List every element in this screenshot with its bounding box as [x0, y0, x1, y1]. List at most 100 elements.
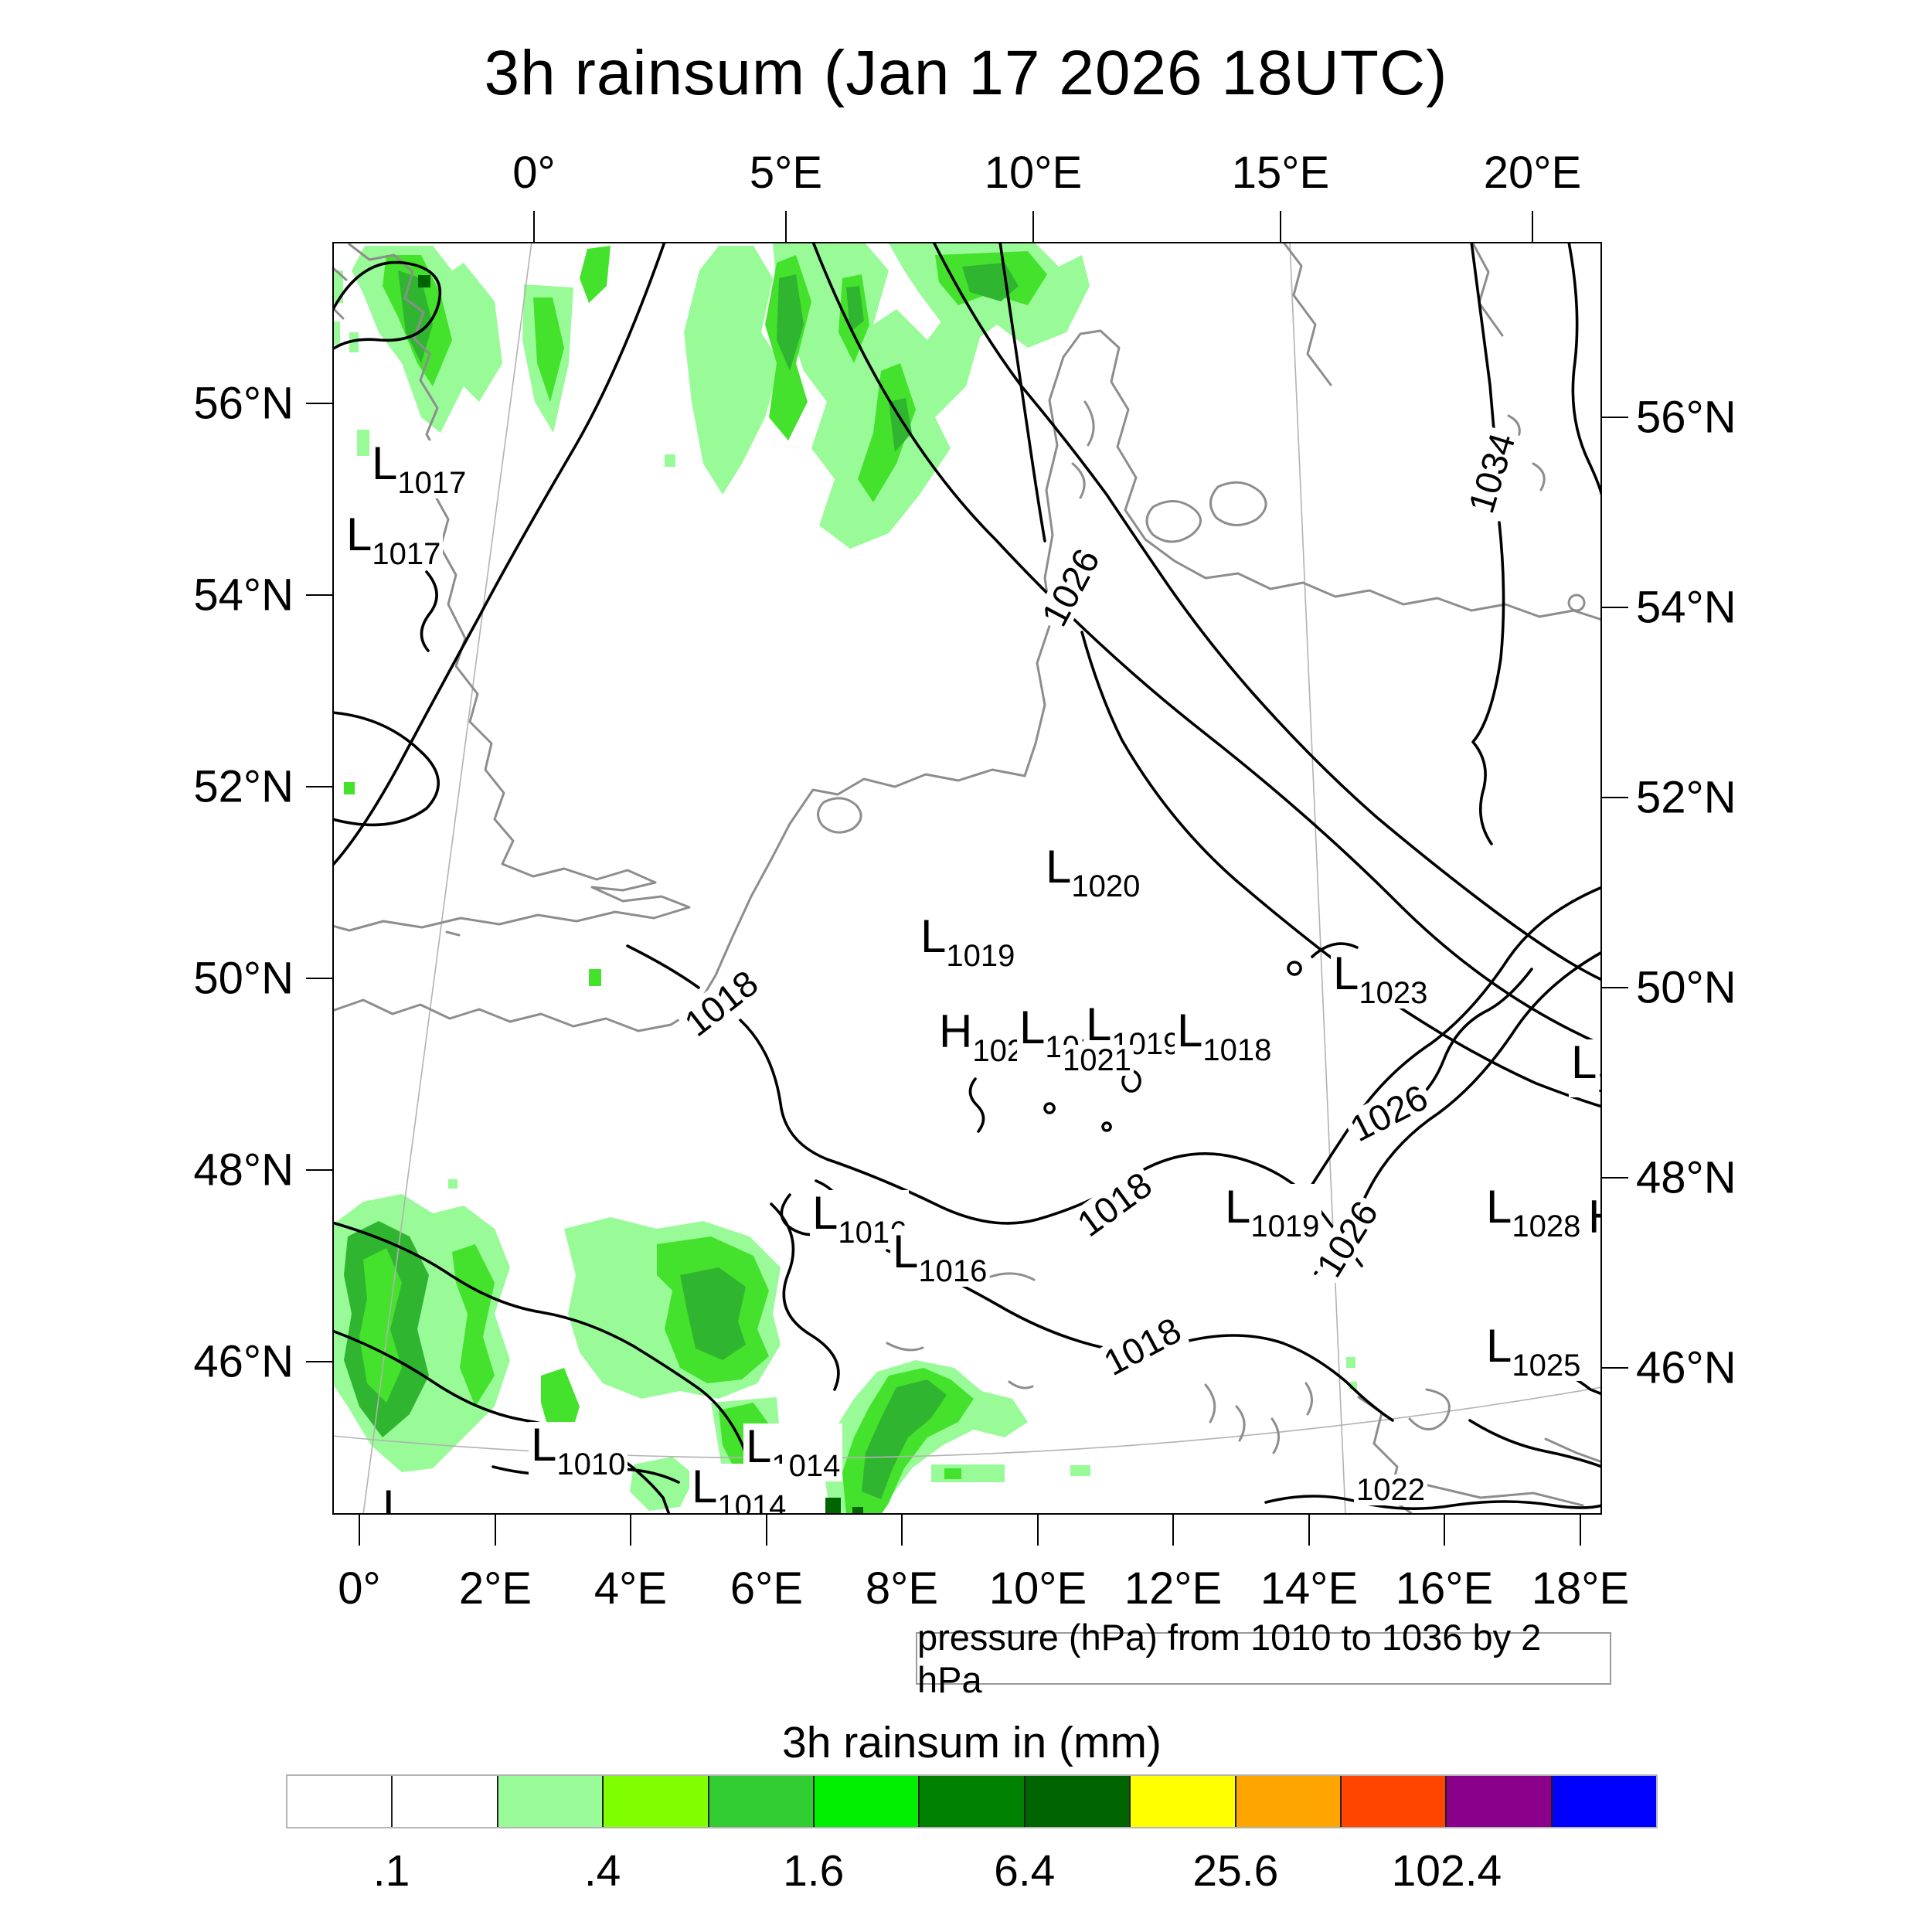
- right-axis-tick: [1602, 1367, 1628, 1369]
- colorbar-cell: [812, 1776, 919, 1827]
- pressure-letter: L: [1486, 1181, 1512, 1233]
- left-axis-label: 46°N: [193, 1336, 294, 1387]
- graticule-lines: [332, 242, 1602, 1515]
- pressure-label: L1025: [1484, 1323, 1583, 1381]
- right-axis-label: 50°N: [1636, 962, 1736, 1013]
- contour-value-label: 1018: [1068, 1163, 1161, 1245]
- bottom-axis-tick: [1172, 1515, 1174, 1546]
- right-axis-label: 54°N: [1636, 582, 1736, 633]
- pressure-label: L1018: [1175, 1008, 1274, 1066]
- colorbar-cell: [707, 1776, 813, 1827]
- pressure-letter: L: [531, 1419, 557, 1471]
- right-axis-tick: [1602, 1177, 1628, 1179]
- top-axis-label: 5°E: [749, 148, 823, 198]
- colorbar-cell: [918, 1776, 1024, 1827]
- pressure-letter: L: [1046, 841, 1072, 893]
- pressure-letter: L: [746, 1420, 772, 1472]
- pressure-legend-text: pressure (hPa) from 1010 to 1036 by 2 hP…: [917, 1617, 1542, 1700]
- pressure-label: L1014: [689, 1461, 789, 1515]
- pressure-letter: H: [1588, 1191, 1602, 1243]
- top-axis-label: 0°: [512, 148, 556, 198]
- colorbar-cell: [602, 1776, 708, 1827]
- pressure-letter: L: [346, 509, 372, 560]
- bottom-axis-tick: [766, 1515, 767, 1546]
- pressure-value: 1014: [717, 1489, 787, 1515]
- colorbar-tick-label: 1.6: [783, 1846, 845, 1896]
- pressure-value: 1028: [1512, 1209, 1581, 1243]
- pressure-label: H: [1586, 1194, 1602, 1240]
- colorbar-tick-label: .4: [583, 1846, 621, 1896]
- colorbar-cell: [496, 1776, 603, 1827]
- pressure-label: L1019: [918, 910, 1018, 973]
- left-axis-tick: [306, 1169, 332, 1171]
- pressure-letter: L: [692, 1461, 718, 1512]
- left-axis-label: 52°N: [193, 761, 294, 812]
- left-axis-tick: [306, 594, 332, 596]
- pressure-value: 1025: [1512, 1349, 1581, 1383]
- bottom-axis-label: 12°E: [1124, 1563, 1223, 1614]
- colorbar-tick-label: .1: [372, 1846, 410, 1896]
- colorbar-tick-label: 102.4: [1391, 1846, 1502, 1896]
- left-axis-tick: [306, 978, 332, 979]
- pressure-letter: L: [1019, 1002, 1046, 1053]
- bottom-axis-label: 18°E: [1531, 1563, 1630, 1614]
- colorbar-cell: [391, 1776, 497, 1827]
- contour-value-label: 1026: [1342, 1077, 1436, 1149]
- pressure-letter: L: [1177, 1005, 1203, 1056]
- top-axis-tick: [1532, 211, 1533, 242]
- colorbar: [286, 1774, 1658, 1828]
- colorbar-title: 3h rainsum in (mm): [782, 1718, 1162, 1767]
- pressure-letter: L: [920, 910, 947, 962]
- right-axis-label: 48°N: [1636, 1152, 1736, 1203]
- pressure-value: 1019: [946, 939, 1015, 973]
- bottom-axis-label: 10°E: [988, 1563, 1087, 1614]
- bottom-axis-label: 6°E: [730, 1563, 804, 1614]
- top-axis-label: 10°E: [984, 148, 1083, 198]
- pressure-value: 1019: [1250, 1209, 1320, 1243]
- pressure-value: 1021: [1063, 1043, 1131, 1077]
- pressure-label: L1016: [810, 1190, 910, 1248]
- left-axis-label: 50°N: [193, 953, 294, 1004]
- bottom-axis-label: 4°E: [594, 1563, 668, 1614]
- pressure-letter: L: [893, 1226, 919, 1277]
- right-axis-tick: [1602, 417, 1628, 418]
- pressure-value: 1020: [1071, 869, 1141, 903]
- pressure-value: 1022: [1356, 1473, 1425, 1507]
- pressure-value: 1018: [1202, 1033, 1272, 1067]
- bottom-axis-label: 8°E: [865, 1563, 939, 1614]
- pressure-value: 1016: [918, 1254, 988, 1288]
- pressure-letter: L: [1225, 1181, 1251, 1233]
- left-axis-label: 54°N: [193, 570, 294, 621]
- right-axis-tick: [1602, 607, 1628, 608]
- pressure-label: L10: [1569, 1039, 1602, 1097]
- colorbar-tick-label: 6.4: [994, 1846, 1056, 1896]
- pressure-value: 1023: [1359, 976, 1428, 1010]
- bottom-axis-tick: [359, 1515, 360, 1546]
- right-axis-label: 52°N: [1636, 772, 1736, 823]
- pressure-letter: L: [1333, 947, 1359, 999]
- pressure-label: L1016: [890, 1226, 990, 1288]
- map-label-overlay: L1017L1017L1020L1019L1023H1021L1019L1019…: [332, 242, 1602, 1515]
- pressure-label: 1022: [1354, 1475, 1427, 1505]
- left-axis-tick: [306, 403, 332, 404]
- top-axis-label: 15°E: [1231, 148, 1330, 198]
- pressure-letter: L: [1571, 1036, 1597, 1088]
- pressure-value: 1010: [556, 1447, 626, 1481]
- left-axis-tick: [306, 1361, 332, 1362]
- pressure-letter: H: [939, 1005, 973, 1057]
- right-axis-tick: [1602, 987, 1628, 988]
- colorbar-cell: [1445, 1776, 1551, 1827]
- bottom-axis-tick: [1444, 1515, 1445, 1546]
- bottom-axis-tick: [901, 1515, 903, 1546]
- left-axis-label: 48°N: [193, 1145, 294, 1196]
- bottom-axis-label: 2°E: [458, 1563, 532, 1614]
- pressure-letter: L: [1486, 1320, 1512, 1372]
- top-axis-tick: [1032, 211, 1034, 242]
- rain-areas: [332, 243, 1357, 1515]
- bottom-axis-tick: [1037, 1515, 1039, 1546]
- pressure-label: L1017: [369, 440, 469, 498]
- right-axis-tick: [1602, 797, 1628, 798]
- coastlines: [332, 242, 1602, 1515]
- pressure-letter: L: [383, 1481, 409, 1515]
